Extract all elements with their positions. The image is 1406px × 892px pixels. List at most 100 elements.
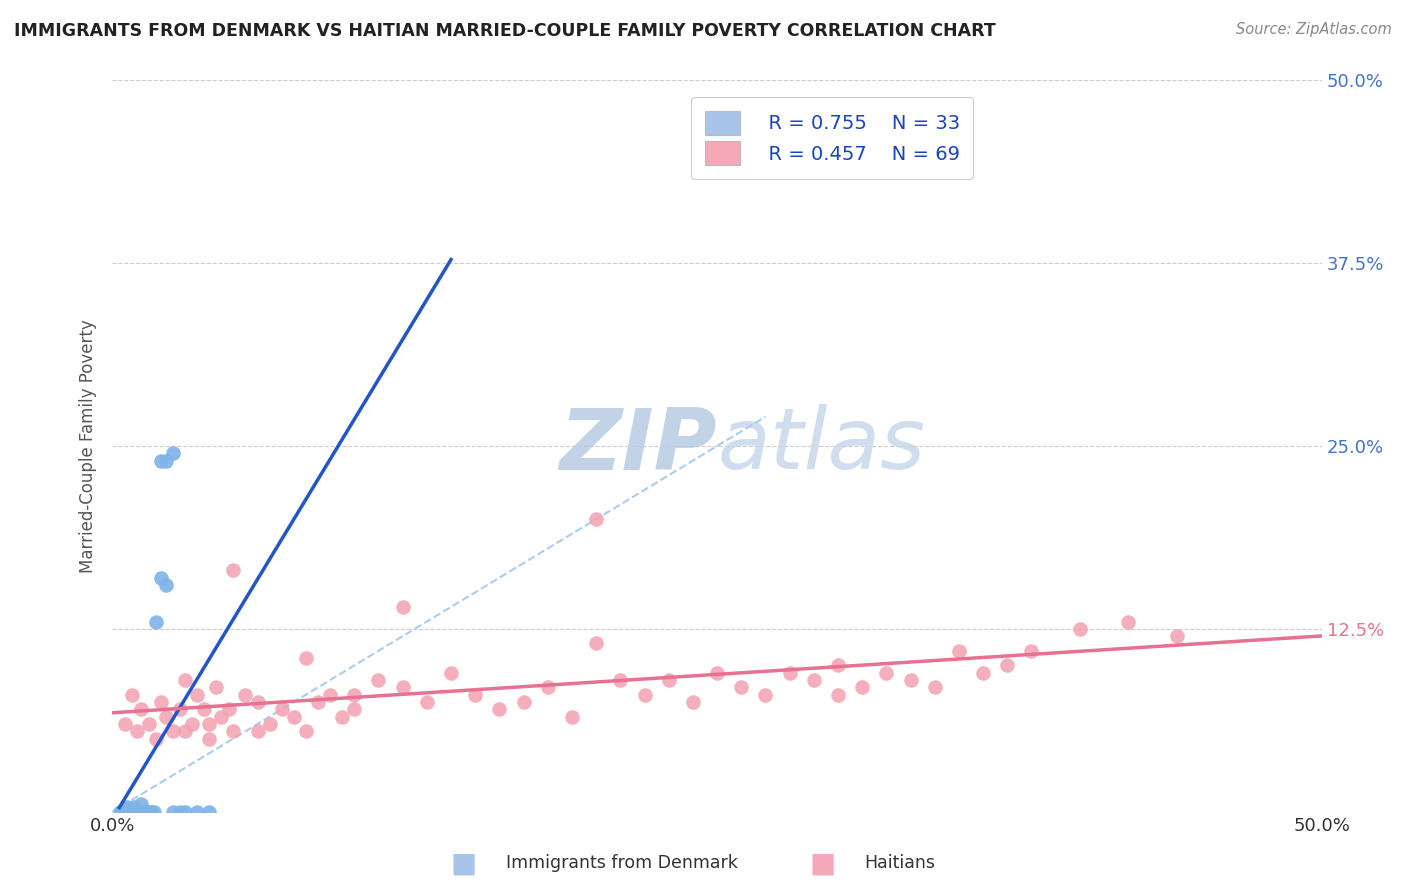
Point [114, 802, 136, 816]
Point [121, 805, 143, 819]
Text: ■: ■ [451, 849, 477, 878]
Text: atlas: atlas [717, 404, 925, 488]
Point [111, 805, 134, 819]
Point [131, 797, 153, 812]
Point [131, 805, 153, 819]
Point [108, 805, 131, 819]
Point [259, 717, 281, 731]
Point [609, 673, 631, 687]
Point [367, 673, 389, 687]
Point [141, 805, 163, 819]
Point [343, 702, 366, 716]
Point [205, 681, 228, 695]
Point [851, 681, 873, 695]
Point [174, 673, 197, 687]
Point [162, 805, 184, 819]
Point [706, 665, 728, 680]
Point [900, 673, 922, 687]
Point [135, 805, 157, 819]
Point [114, 717, 136, 731]
Point [115, 805, 138, 819]
Point [827, 688, 849, 702]
Point [246, 724, 269, 739]
Point [125, 805, 148, 819]
Point [145, 731, 167, 746]
Point [122, 800, 145, 814]
Point [585, 512, 607, 526]
Point [246, 695, 269, 709]
Point [537, 681, 560, 695]
Point [270, 702, 292, 716]
Legend:   R = 0.755    N = 33,   R = 0.457    N = 69: R = 0.755 N = 33, R = 0.457 N = 69 [692, 97, 973, 178]
Point [174, 724, 197, 739]
Point [972, 665, 994, 680]
Point [198, 731, 221, 746]
Point [125, 805, 148, 819]
Point [162, 724, 184, 739]
Point [307, 695, 329, 709]
Point [488, 702, 510, 716]
Point [827, 658, 849, 673]
Point [875, 665, 897, 680]
Point [235, 688, 257, 702]
Point [1166, 629, 1188, 643]
Point [682, 695, 704, 709]
Point [633, 688, 655, 702]
Point [121, 805, 143, 819]
Point [181, 717, 204, 731]
Point [209, 709, 232, 723]
Point [222, 724, 245, 739]
Point [1116, 615, 1139, 629]
Point [169, 805, 191, 819]
Point [222, 563, 245, 577]
Point [330, 709, 353, 723]
Point [118, 805, 141, 819]
Point [283, 709, 305, 723]
Point [948, 644, 970, 658]
Point [1021, 644, 1043, 658]
Point [118, 805, 141, 819]
Point [391, 599, 413, 614]
Y-axis label: Married-Couple Family Poverty: Married-Couple Family Poverty [79, 319, 97, 573]
Point [155, 709, 177, 723]
Point [174, 805, 197, 819]
Point [193, 702, 215, 716]
Point [754, 688, 776, 702]
Point [169, 702, 191, 716]
Point [142, 805, 165, 819]
Point [115, 800, 138, 814]
Point [924, 681, 946, 695]
Point [138, 805, 160, 819]
Point [162, 446, 184, 460]
Point [132, 805, 155, 819]
Point [198, 717, 221, 731]
Point [218, 702, 240, 716]
Text: Haitians: Haitians [865, 855, 935, 872]
Point [464, 688, 486, 702]
Text: Immigrants from Denmark: Immigrants from Denmark [506, 855, 738, 872]
Point [343, 688, 366, 702]
Point [149, 695, 172, 709]
Point [391, 681, 413, 695]
Point [730, 681, 752, 695]
Point [114, 805, 136, 819]
Text: Source: ZipAtlas.com: Source: ZipAtlas.com [1236, 22, 1392, 37]
Point [779, 665, 801, 680]
Point [803, 673, 825, 687]
Point [295, 651, 318, 665]
Point [149, 571, 172, 585]
Point [131, 702, 153, 716]
Point [995, 658, 1018, 673]
Point [125, 724, 148, 739]
Point [155, 578, 177, 592]
Point [658, 673, 681, 687]
Point [319, 688, 342, 702]
Text: ■: ■ [810, 849, 835, 878]
Point [1069, 622, 1091, 636]
Text: ZIP: ZIP [560, 404, 717, 488]
Point [155, 453, 177, 467]
Point [122, 805, 145, 819]
Point [295, 724, 318, 739]
Point [198, 805, 221, 819]
Point [121, 688, 143, 702]
